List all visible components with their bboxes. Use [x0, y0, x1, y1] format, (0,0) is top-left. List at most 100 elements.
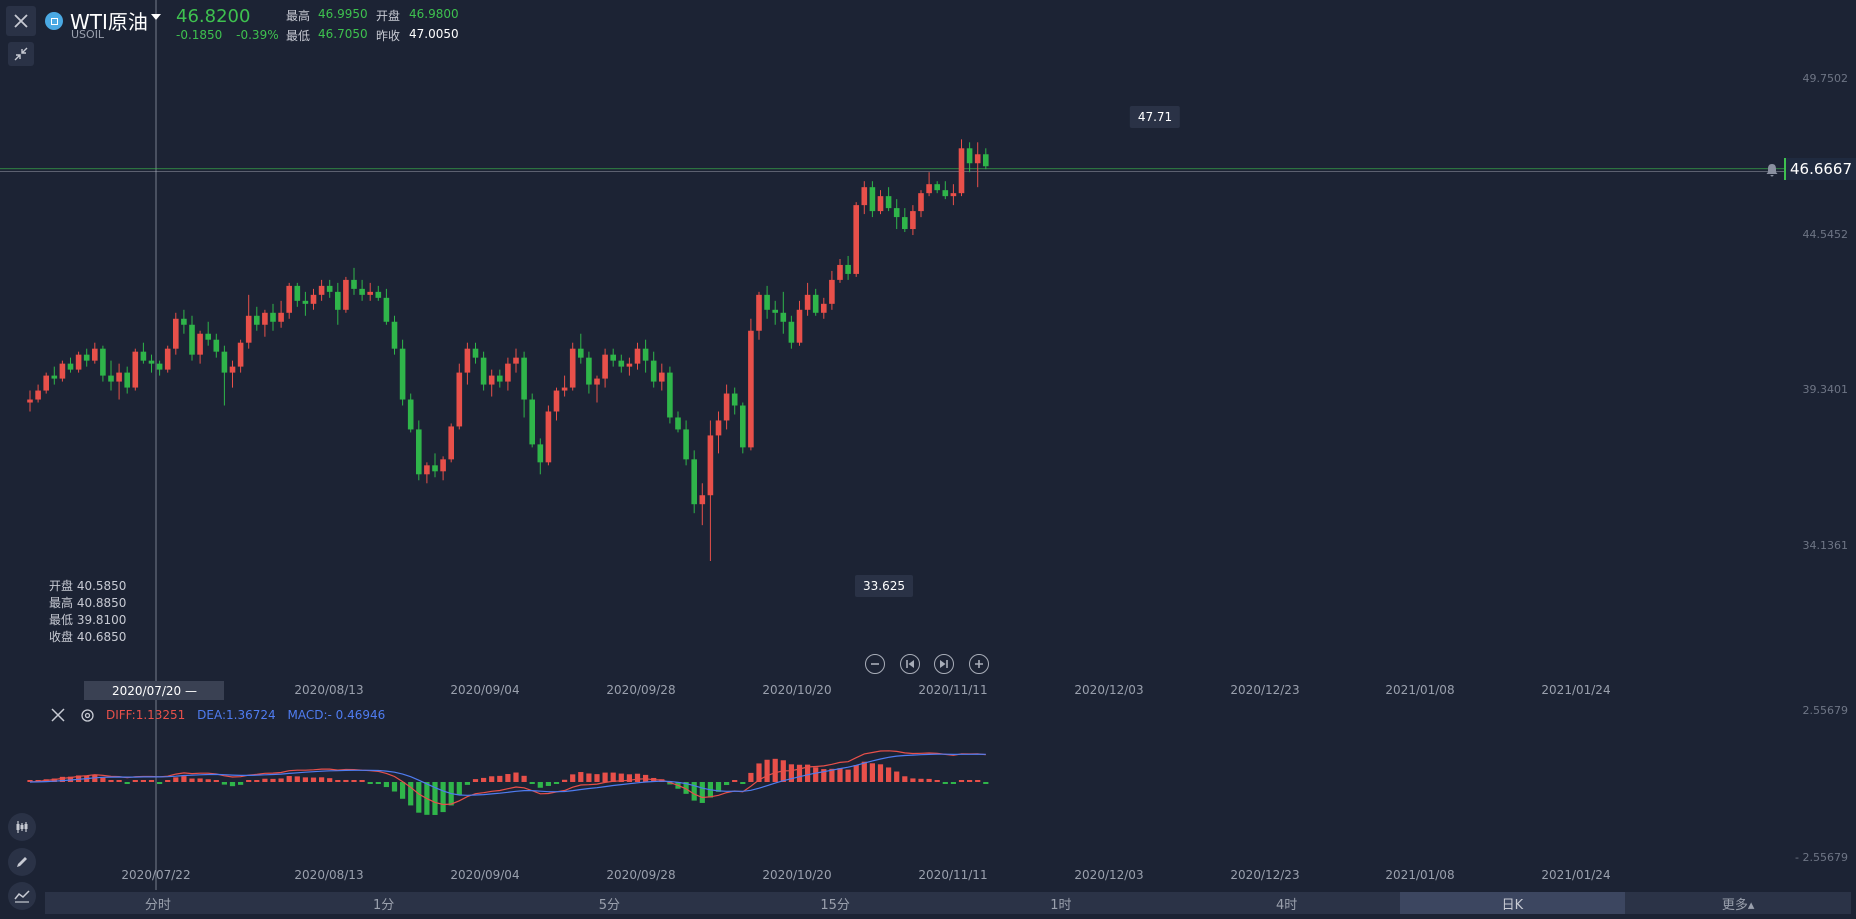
macd-bar [724, 782, 730, 786]
chart-type-button[interactable] [8, 882, 36, 910]
candle-body [497, 375, 503, 382]
candle-body [383, 297, 390, 322]
macd-axis-top: 2.55679 [1802, 704, 1849, 717]
macd-bar [821, 769, 827, 782]
macd-bar [375, 782, 381, 784]
macd-value: MACD:- 0.46946 [287, 708, 386, 722]
macd-bar [497, 775, 503, 782]
macd-bar [562, 779, 568, 782]
macd-bar [489, 776, 495, 782]
candle-body [181, 318, 187, 325]
shrink-button[interactable] [8, 42, 34, 66]
close-button[interactable] [6, 6, 36, 36]
candle-body [731, 393, 738, 406]
macd-bar [456, 782, 462, 795]
macd-bar [351, 780, 357, 782]
tab-daily[interactable]: 日K [1399, 892, 1626, 914]
candle-body [302, 300, 309, 304]
x-tick-label: 2020/07/22 [121, 868, 191, 882]
macd-bar [756, 763, 762, 782]
macd-bar [432, 782, 438, 815]
candle-body [642, 348, 649, 361]
macd-bar [343, 779, 349, 782]
candle-body [140, 351, 147, 361]
current-price-tag: 46.6667 [1784, 158, 1856, 180]
macd-bar [302, 777, 308, 782]
candle-body [432, 465, 438, 472]
jump-start-button[interactable] [900, 654, 920, 674]
change-percent: -0.39% [236, 28, 279, 42]
macd-bar [278, 778, 284, 782]
candle-body [51, 375, 58, 379]
x-tick-label: 2020/12/03 [1074, 868, 1144, 882]
crosshair-high: 最高 40.8850 [49, 596, 127, 610]
open-value: 46.9800 [409, 7, 459, 21]
candle-body [707, 435, 714, 496]
tab-1hour[interactable]: 1时 [1050, 897, 1072, 913]
tab-5min[interactable]: 5分 [598, 897, 621, 913]
candle-body [221, 351, 228, 373]
close-indicator-icon[interactable] [50, 707, 66, 723]
macd-bar [262, 778, 268, 782]
macd-bar [829, 768, 835, 782]
shrink-icon [14, 47, 28, 61]
candle-body [902, 217, 908, 230]
macd-bar [796, 764, 803, 782]
macd-bar [148, 780, 155, 782]
macd-bar [934, 780, 940, 782]
x-tick-label: 2020/11/11 [918, 868, 988, 882]
candle-body [407, 399, 414, 430]
x-tick-label: 2021/01/24 [1541, 868, 1611, 882]
tab-timeshare[interactable]: 分时 [144, 897, 171, 913]
candle-body [626, 363, 633, 367]
macd-bar [416, 782, 422, 813]
candle-body [173, 318, 179, 349]
zoom-out-button[interactable] [865, 654, 885, 674]
candle-body [189, 324, 195, 355]
crosshair-low: 最低 39.8100 [49, 613, 127, 627]
macd-bar [537, 782, 543, 788]
macd-bar [108, 780, 114, 782]
macd-bar [165, 780, 171, 782]
x-tick-label: 2020/09/04 [450, 868, 520, 882]
candle-body [845, 264, 851, 274]
candle-body [100, 348, 106, 376]
macd-bar [254, 780, 260, 782]
candle-body [132, 351, 139, 388]
macd-bar [691, 782, 697, 801]
indicator-tool-button[interactable] [8, 813, 36, 841]
candle-body [740, 405, 746, 448]
draw-tool-button[interactable] [8, 848, 36, 876]
macd-bar [51, 778, 57, 782]
symbol-icon [45, 12, 63, 30]
candle-body [812, 294, 819, 313]
tab-15min[interactable]: 15分 [820, 897, 850, 913]
macd-bar [359, 780, 365, 782]
jump-end-button[interactable] [934, 654, 954, 674]
candle-body [286, 285, 292, 313]
bell-icon[interactable] [1764, 162, 1780, 178]
symbol-dropdown-caret-icon[interactable] [151, 14, 161, 20]
candle-body [764, 294, 770, 310]
candle-body [59, 363, 66, 379]
tab-4hour[interactable]: 4时 [1275, 897, 1298, 913]
candles-icon [16, 821, 28, 833]
high-value: 46.9950 [318, 7, 368, 21]
min-price-callout: 33.625 [855, 575, 913, 597]
macd-bar [472, 779, 479, 782]
price-tick: 39.3401 [1802, 383, 1849, 396]
candle-body [262, 312, 268, 325]
macd-diff-line [29, 750, 986, 806]
symbol-name[interactable]: WTI原油 [70, 10, 148, 34]
settings-icon[interactable] [80, 708, 95, 723]
candle-body [885, 196, 892, 209]
candle-body [594, 378, 600, 385]
macd-bar [229, 782, 236, 787]
zoom-in-button[interactable] [969, 654, 989, 674]
tab-1min[interactable]: 1分 [372, 897, 395, 913]
macd-bar [967, 780, 973, 782]
tab-more[interactable]: 更多▴ [1721, 897, 1755, 913]
macd-bar [481, 777, 487, 782]
macd-legend: DIFF:1.13251 DEA:1.36724 MACD:- 0.46946 [106, 708, 385, 722]
